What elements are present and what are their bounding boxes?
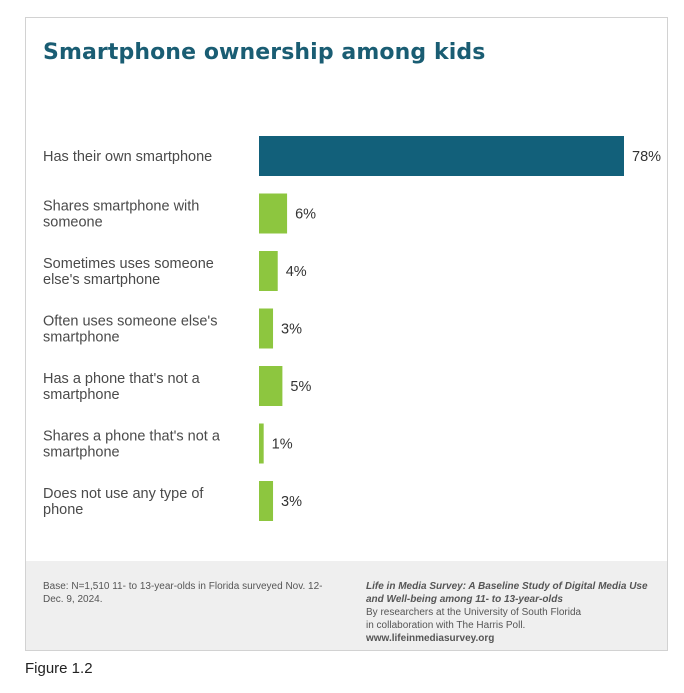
figure-caption: Figure 1.2 xyxy=(25,660,93,677)
chart-card: Smartphone ownership among kids Has thei… xyxy=(25,17,668,651)
category-label: Often uses someone else's smartphone xyxy=(43,314,217,346)
base-note: Base: N=1,510 11- to 13-year-olds in Flo… xyxy=(43,581,323,605)
source-note: Life in Media Survey: A Baseline Study o… xyxy=(366,580,661,645)
category-label: Shares a phone that's not a smartphone xyxy=(43,429,221,461)
bar xyxy=(259,136,624,176)
bar xyxy=(259,423,264,464)
bar xyxy=(259,251,278,291)
value-label: 4% xyxy=(286,264,307,280)
source-line-1: By researchers at the University of Sout… xyxy=(366,607,582,618)
chart-footer: Base: N=1,510 11- to 13-year-olds in Flo… xyxy=(26,561,667,650)
value-label: 5% xyxy=(290,379,311,395)
value-label: 3% xyxy=(281,494,302,510)
chart-title: Smartphone ownership among kids xyxy=(43,40,486,65)
bar xyxy=(259,193,288,234)
category-label: Has their own smartphone xyxy=(43,149,212,165)
value-label: 3% xyxy=(281,322,302,338)
category-label: Does not use any type of phone xyxy=(43,486,204,518)
value-label: 78% xyxy=(632,149,661,165)
value-label: 1% xyxy=(272,437,293,453)
source-url[interactable]: www.lifeinmediasurvey.org xyxy=(366,633,495,644)
bar xyxy=(259,366,283,406)
bar xyxy=(259,481,274,521)
category-label: Has a phone that's not a smartphone xyxy=(43,371,201,403)
category-label: Sometimes uses someone else's smartphone xyxy=(43,256,214,288)
source-title: Life in Media Survey: A Baseline Study o… xyxy=(366,581,648,605)
bar-chart: Has their own smartphone 78% Shares smartp… xyxy=(43,136,661,521)
category-label: Shares smartphone with someone xyxy=(43,199,199,231)
value-label: 6% xyxy=(295,207,316,223)
bar xyxy=(259,308,274,349)
source-line-2: in collaboration with The Harris Poll. xyxy=(366,620,526,631)
